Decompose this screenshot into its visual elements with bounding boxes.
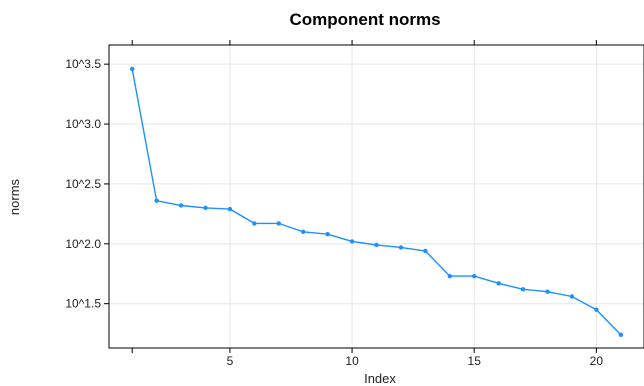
data-point [594,307,599,312]
data-point [276,221,281,226]
data-point [154,198,159,203]
data-point [545,289,550,294]
plot-frame [108,44,644,349]
y-tick-label: 10^3.5 [65,57,101,71]
x-tick-label: 10 [345,354,359,368]
y-tick-label: 10^1.5 [65,297,101,311]
data-point [618,332,623,338]
chart-title: Component norms [289,10,440,29]
x-tick-label: 20 [590,354,604,368]
data-point [472,273,477,279]
x-axis-label: Index [364,371,396,386]
y-tick-label: 10^2.5 [65,177,101,191]
data-point [252,221,257,226]
data-point [374,242,379,248]
series-layer [130,66,623,338]
data-point [398,245,404,250]
data-point [203,205,208,211]
x-tick-label: 5 [227,354,234,368]
data-point [520,287,526,292]
y-tick-label: 10^2.0 [65,237,101,251]
data-point [423,248,428,254]
data-point [325,232,330,237]
data-point [447,273,452,279]
data-point [178,203,184,208]
axis-ticks: 5 10 15 20 10^1.5 10^2.0 10^2.5 10^3.0 10^3.5 [65,40,603,368]
data-point [301,229,306,235]
data-point [130,66,135,72]
data-point [227,206,233,212]
data-point [349,239,355,244]
series-line [131,68,622,336]
grid-lines [109,45,644,348]
y-axis-label: norms [7,178,22,215]
y-tick-label: 10^3.0 [65,117,101,131]
data-point [496,281,501,286]
data-point [569,294,575,299]
x-tick-label: 15 [468,354,482,368]
